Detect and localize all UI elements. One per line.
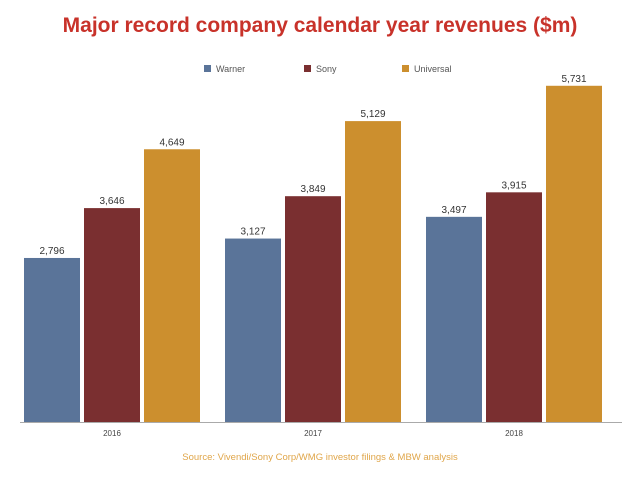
data-label-sony-2016: 3,646 (99, 196, 124, 207)
bar-sony-2017 (285, 196, 341, 422)
bar-warner-2017 (225, 238, 281, 422)
data-label-warner-2018: 3,497 (441, 205, 466, 216)
bar-warner-2016 (24, 257, 80, 422)
data-label-universal-2017: 5,129 (360, 109, 385, 120)
x-tick-label-2017: 2017 (304, 429, 322, 438)
data-label-sony-2018: 3,915 (501, 180, 526, 191)
x-tick-label-2016: 2016 (103, 429, 121, 438)
bar-warner-2018 (426, 216, 482, 422)
bar-universal-2016 (144, 149, 200, 422)
legend-label-universal: Universal (414, 64, 452, 74)
data-label-sony-2017: 3,849 (300, 184, 325, 195)
chart-title: Major record company calendar year reven… (62, 14, 578, 37)
legend-swatch-sony (304, 65, 311, 72)
data-label-universal-2018: 5,731 (561, 74, 586, 85)
data-label-warner-2017: 3,127 (240, 227, 265, 238)
bar-universal-2018 (546, 85, 602, 422)
bar-sony-2018 (486, 192, 542, 422)
data-label-warner-2016: 2,796 (39, 246, 64, 257)
legend-label-warner: Warner (216, 64, 245, 74)
chart-source: Source: Vivendi/Sony Corp/WMG investor f… (182, 452, 458, 463)
legend-swatch-warner (204, 65, 211, 72)
bar-universal-2017 (345, 121, 401, 422)
data-label-universal-2016: 4,649 (159, 137, 184, 148)
legend-swatch-universal (402, 65, 409, 72)
legend-label-sony: Sony (316, 64, 337, 74)
bar-sony-2016 (84, 208, 140, 422)
x-tick-label-2018: 2018 (505, 429, 523, 438)
